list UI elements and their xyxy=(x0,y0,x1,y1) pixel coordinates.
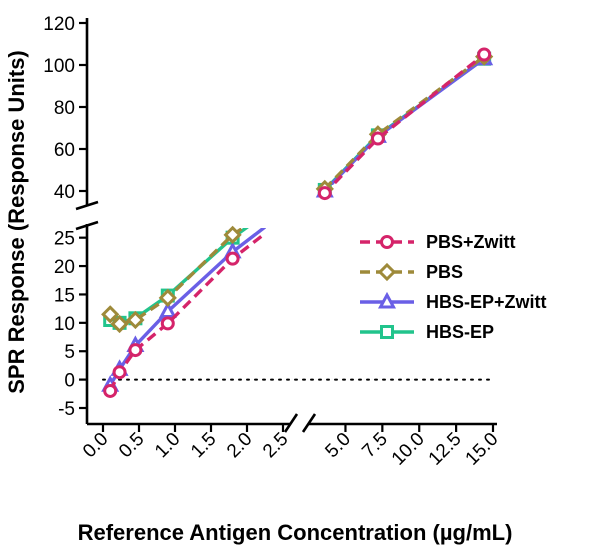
y-tick-label: -5 xyxy=(58,399,75,420)
data-point xyxy=(110,314,129,334)
series-line-lower xyxy=(108,228,246,326)
x-tick-label: 10.0 xyxy=(388,429,429,470)
y-tick-label: 15 xyxy=(54,285,75,306)
legend: PBS+Zwitt PBS HBS-EP+Zwitt HBS-EP xyxy=(360,232,547,342)
data-point xyxy=(160,316,175,331)
data-point xyxy=(103,383,118,398)
y-axis-title: SPR Response (Response Units) xyxy=(4,50,29,394)
x-tick-label: 5.0 xyxy=(321,429,355,463)
legend-marker xyxy=(377,262,397,282)
x-tick-label: 0.0 xyxy=(79,429,113,463)
legend-item: PBS+Zwitt xyxy=(360,232,516,252)
legend-marker xyxy=(380,325,394,339)
x-tick-label: 2.0 xyxy=(223,429,257,463)
legend-label: HBS-EP xyxy=(426,322,494,342)
y-tick-label: 120 xyxy=(43,14,75,35)
data-point xyxy=(317,186,332,201)
legend-item: HBS-EP+Zwitt xyxy=(360,291,547,312)
x-axis-break-mark xyxy=(301,413,317,433)
legend-marker xyxy=(377,291,397,309)
data-point xyxy=(126,310,145,330)
series-line-upper xyxy=(330,53,486,185)
x-tick-label: 12.5 xyxy=(425,429,466,470)
legend-item: HBS-EP xyxy=(360,322,494,342)
data-point xyxy=(225,251,240,266)
legend-label: HBS-EP+Zwitt xyxy=(426,292,547,312)
y-axis-break-mark xyxy=(75,220,99,231)
x-tick-label: 1.0 xyxy=(151,429,185,463)
y-axis-break-mark xyxy=(75,200,99,211)
x-axis-title: Reference Antigen Concentration (µg/mL) xyxy=(78,520,513,545)
data-point xyxy=(370,131,385,146)
y-tick-label: 0 xyxy=(64,371,75,392)
y-tick-label: 100 xyxy=(43,56,75,77)
x-tick-label: 0.5 xyxy=(115,429,149,463)
series-line-upper xyxy=(327,57,486,185)
x-tick-label: 2.5 xyxy=(259,429,293,463)
data-point xyxy=(158,288,177,307)
series-layer xyxy=(101,47,494,398)
x-axis-break-mark xyxy=(283,413,299,433)
data-point xyxy=(477,47,492,62)
series-pbs-zwitt xyxy=(103,47,492,398)
y-tick-label: 10 xyxy=(54,314,75,335)
legend-label: PBS xyxy=(426,262,463,282)
data-point xyxy=(112,365,127,380)
series-line-upper xyxy=(326,55,486,185)
y-tick-label: 60 xyxy=(54,140,75,161)
legend-marker xyxy=(380,235,394,249)
legend-label: PBS+Zwitt xyxy=(426,232,516,252)
series-line-upper xyxy=(328,57,486,185)
legend-item: PBS xyxy=(360,262,463,282)
data-point xyxy=(128,343,143,358)
y-tick-label: 20 xyxy=(54,257,75,278)
data-point xyxy=(223,225,242,244)
x-tick-label: 1.5 xyxy=(187,429,221,463)
data-point xyxy=(101,305,120,324)
y-tick-label: 80 xyxy=(54,98,75,119)
x-tick-label: 7.5 xyxy=(358,429,392,463)
y-tick-label: 5 xyxy=(64,342,75,363)
y-tick-label: 25 xyxy=(54,229,75,250)
y-tick-label: 40 xyxy=(54,182,75,203)
x-tick-label: 15.0 xyxy=(462,429,503,470)
